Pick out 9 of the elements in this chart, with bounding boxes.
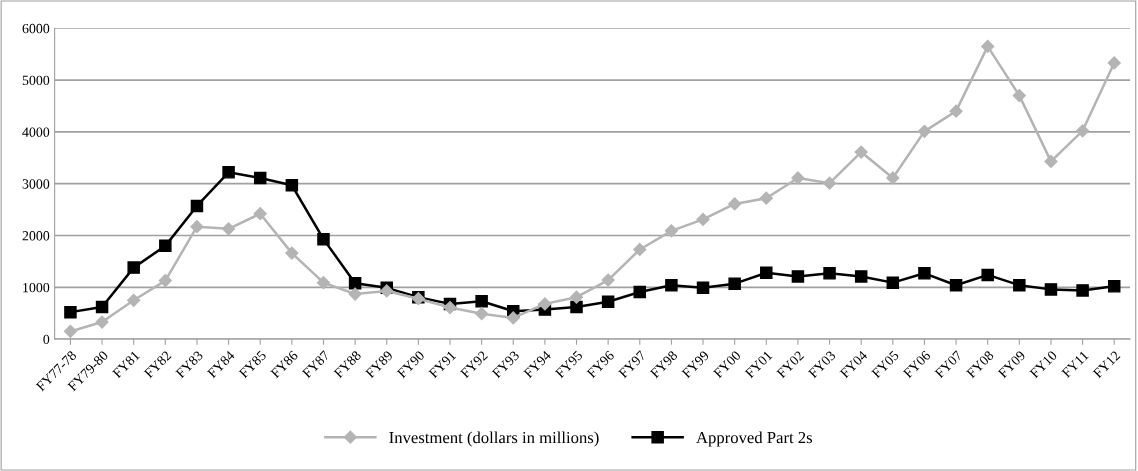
y-tick-label: 4000 xyxy=(22,127,50,137)
y-tick-label: 0 xyxy=(43,334,50,345)
y-tick-label: 3000 xyxy=(22,179,50,189)
legend-label: Approved Part 2s xyxy=(696,431,813,447)
y-tick-label: 2000 xyxy=(22,231,50,241)
legend-label: Investment (dollars in millions) xyxy=(389,431,599,447)
y-tick-label: 5000 xyxy=(22,75,50,86)
y-tick-label: 1000 xyxy=(23,282,50,293)
y-tick-label: 6000 xyxy=(22,23,50,34)
